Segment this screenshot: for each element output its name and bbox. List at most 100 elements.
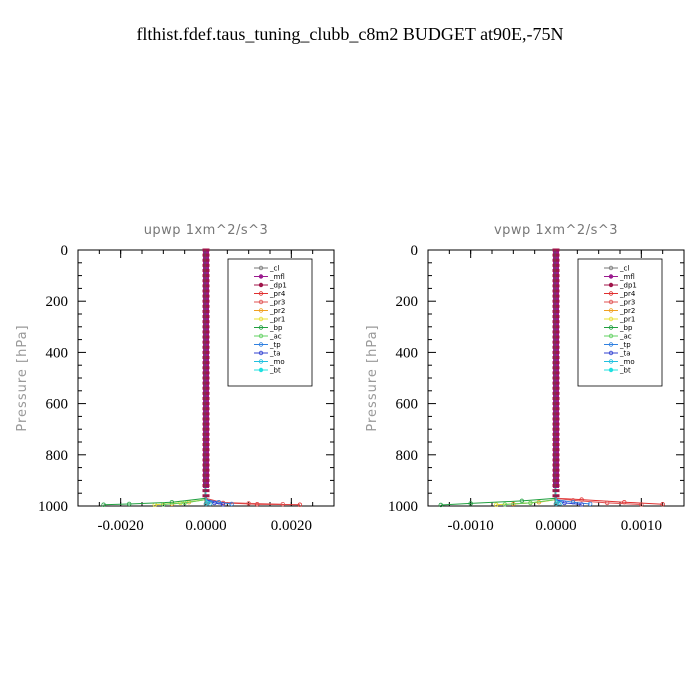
zero-profile-marker (202, 407, 210, 411)
series-point-pr4 (255, 502, 260, 507)
legend-marker (608, 359, 614, 364)
zero-profile-marker (202, 468, 210, 472)
legend-marker (608, 299, 614, 305)
legend-marker (608, 265, 614, 271)
y-tick-label: 0 (61, 243, 69, 259)
zero-profile-marker (552, 458, 560, 462)
legend-upwp: _cl_mfl_dp1_pr4_pr3_pr2_pr1_bp_ac_tp_ta_… (227, 258, 313, 387)
series-line-bp (103, 250, 207, 506)
series-point-pr3 (280, 502, 285, 507)
zero-profile-marker (202, 361, 210, 365)
legend-marker (258, 274, 264, 279)
legend-label: _pr4 (619, 290, 636, 298)
zero-profile-marker (552, 253, 560, 257)
zero-profile-marker (552, 350, 560, 354)
x-tick-label: 0.0010 (621, 518, 662, 534)
legend-label: _pr2 (619, 307, 635, 315)
legend-label: _ac (269, 333, 282, 341)
zero-profile-marker (202, 315, 210, 319)
zero-profile-marker (202, 299, 210, 303)
legend-marker (608, 333, 614, 339)
legend-label: _pr4 (269, 290, 286, 298)
zero-profile-marker (552, 386, 560, 390)
panel-upwp: upwp 1xm^2/s^3 Pressure [hPa] 0 200 400 600… (15, 223, 335, 534)
legend-label: _dp1 (269, 282, 287, 290)
legend-label: _mfl (619, 273, 635, 281)
zero-profile-marker (552, 304, 560, 308)
zero-profile-marker (552, 489, 560, 493)
zero-profile-marker (202, 289, 210, 293)
zero-profile-marker (202, 437, 210, 441)
series-point-bt (203, 501, 209, 507)
zero-profile-marker (202, 458, 210, 462)
legend-marker (258, 308, 264, 313)
x-tick-label: 0.0000 (185, 518, 226, 534)
zero-profile-marker (552, 422, 560, 426)
zero-profile-marker (202, 268, 210, 272)
panel-title-upwp: upwp 1xm^2/s^3 (144, 223, 269, 238)
y-axis-label-vpwp: Pressure [hPa] (365, 324, 380, 431)
legend-vpwp: _cl_mfl_dp1_pr4_pr3_pr2_pr1_bp_ac_tp_ta_… (577, 258, 663, 387)
series-point-ac (182, 500, 187, 506)
zero-profile-marker (552, 402, 560, 406)
zero-profile-marker (202, 263, 210, 267)
zero-profile-marker (202, 371, 210, 375)
legend-marker (608, 367, 614, 373)
zero-profile-marker (552, 407, 560, 411)
zero-profile-marker (552, 279, 560, 283)
zero-profile-marker (552, 432, 560, 436)
zero-profile-marker (202, 402, 210, 406)
zero-profile-marker (552, 417, 560, 421)
legend-label: _dp1 (619, 282, 637, 290)
series-line-pr2 (513, 250, 557, 505)
legend-marker (258, 342, 264, 347)
x-tick-label: -0.0020 (98, 518, 144, 534)
legend-marker (258, 316, 264, 322)
zero-profile-marker (202, 279, 210, 283)
legend-label: _bt (269, 367, 281, 375)
legend-label: _ac (619, 333, 632, 341)
zero-profile-marker (202, 309, 210, 313)
legend-label: _pr1 (619, 316, 635, 324)
legend-label: _bt (619, 367, 631, 375)
legend-marker (608, 291, 614, 296)
series-line-pr1 (154, 250, 207, 506)
legend-marker (608, 282, 614, 288)
zero-profile-marker (552, 258, 560, 262)
legend-label: _mo (269, 358, 285, 366)
legend-marker (258, 299, 264, 305)
legend-label: _mo (619, 358, 635, 366)
series-point-ac (161, 502, 166, 507)
series-line-pr2 (171, 250, 207, 505)
zero-profile-marker (552, 484, 560, 488)
zero-profile-marker (202, 478, 210, 482)
legend-label: _bp (269, 324, 283, 332)
zero-profile-marker (552, 473, 560, 477)
series-point-ac (502, 502, 507, 507)
zero-profile-marker (552, 320, 560, 324)
ticks-upwp: 0 200 400 600 800 1000 -0.0020 0.0000 0.0020 (38, 243, 335, 534)
zero-profile-marker (552, 376, 560, 380)
zero-profile-marker (202, 489, 210, 493)
legend-label: _pr3 (619, 299, 635, 307)
series-group-upwp (101, 248, 303, 507)
y-tick-label: 200 (396, 294, 419, 310)
legend-label: _pr2 (269, 307, 285, 315)
legend-label: _bp (619, 324, 633, 332)
zero-profile-marker (202, 396, 210, 400)
y-tick-label: 400 (46, 345, 69, 361)
series-point-tp (229, 501, 234, 507)
zero-profile-marker (552, 309, 560, 313)
zero-profile-marker (552, 289, 560, 293)
series-point-bp (101, 502, 106, 507)
legend-label: _tp (269, 341, 281, 349)
series-point-ta (579, 502, 584, 507)
legend-marker (608, 308, 614, 313)
zero-profile-marker (202, 463, 210, 467)
zero-profile-marker (202, 304, 210, 308)
zero-profile-marker (552, 274, 560, 278)
zero-profile-marker (552, 345, 560, 349)
zero-profile-marker (202, 453, 210, 457)
legend-marker (258, 350, 264, 356)
